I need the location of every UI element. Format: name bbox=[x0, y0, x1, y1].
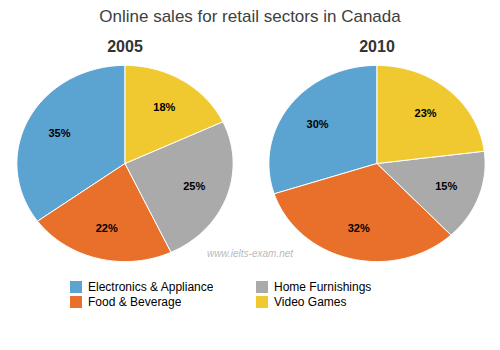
svg-text:23%: 23% bbox=[415, 107, 437, 119]
html-text:www.ielts-exam.net: www.ielts-exam.net bbox=[206, 248, 294, 259]
svg-text:22%: 22% bbox=[96, 222, 118, 234]
html-text:Food & Beverage: Food & Beverage bbox=[88, 295, 182, 309]
html-text:Electronics & Appliance: Electronics & Appliance bbox=[88, 280, 214, 294]
svg-text:25%: 25% bbox=[183, 180, 205, 192]
svg-text:32%: 32% bbox=[348, 222, 370, 234]
svg-text:35%: 35% bbox=[48, 127, 70, 139]
html-text:Home Furnishings: Home Furnishings bbox=[274, 280, 372, 294]
svg-text:2010: 2010 bbox=[359, 38, 395, 55]
svg-text:30%: 30% bbox=[307, 118, 329, 130]
svg-text:2005: 2005 bbox=[107, 38, 143, 55]
html-text:Video Games: Video Games bbox=[274, 295, 347, 309]
svg-text:18%: 18% bbox=[153, 101, 175, 113]
svg-text:15%: 15% bbox=[435, 180, 457, 192]
html-text:Online sales for retail sector: Online sales for retail sectors in Canad… bbox=[99, 7, 401, 26]
